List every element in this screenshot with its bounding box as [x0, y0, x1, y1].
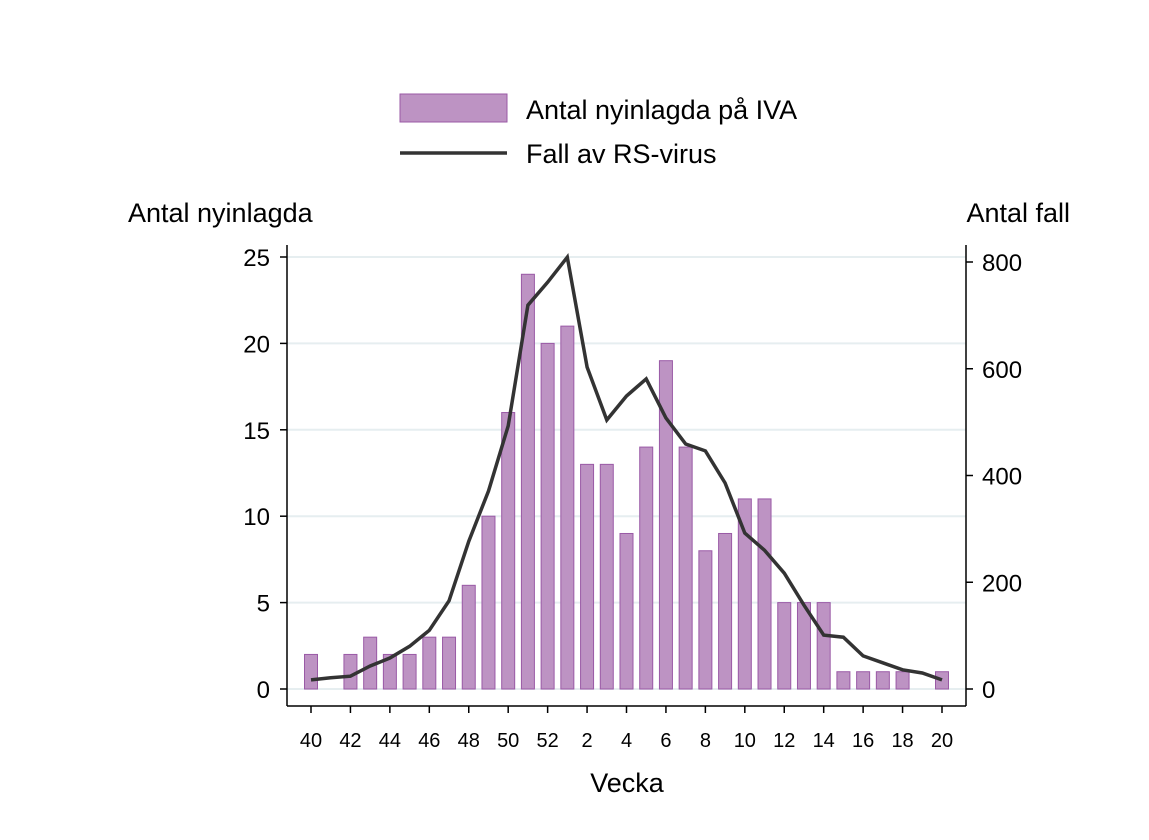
bar-17: [876, 672, 889, 689]
bar-2: [581, 464, 594, 689]
bar-8: [699, 551, 712, 689]
x-tick-label: 50: [497, 730, 519, 752]
bar-4: [620, 533, 633, 689]
y-left-tick-label: 0: [257, 677, 270, 704]
x-tick-label: 12: [773, 730, 795, 752]
x-tick-label: 10: [734, 730, 756, 752]
y-left-tick-label: 25: [243, 245, 270, 272]
y-axis-left-title: Antal nyinlagda: [128, 198, 314, 228]
bar-16: [857, 672, 870, 689]
y-left-tick-label: 15: [243, 418, 270, 445]
bar-42: [344, 654, 357, 689]
bar-46: [423, 637, 436, 689]
x-tick-label: 2: [582, 730, 593, 752]
x-tick-label: 8: [700, 730, 711, 752]
bars: [305, 274, 949, 689]
bar-3: [600, 464, 613, 689]
y-left-tick-label: 5: [257, 591, 270, 618]
x-tick-label: 52: [537, 730, 559, 752]
bar-5: [640, 447, 653, 689]
bar-13: [797, 603, 810, 689]
y-left-tick-label: 20: [243, 331, 270, 358]
x-axis-title: Vecka: [590, 768, 665, 798]
y-right-tick-label: 200: [982, 570, 1022, 597]
bar-40: [305, 654, 318, 689]
bar-50: [502, 413, 515, 689]
y-right-tick-label: 600: [982, 357, 1022, 384]
x-tick-label: 20: [931, 730, 953, 752]
x-tick-label: 14: [813, 730, 835, 752]
y-axis-right-title: Antal fall: [966, 198, 1070, 228]
bar-20: [936, 672, 949, 689]
legend-label-bar: Antal nyinlagda på IVA: [526, 95, 797, 125]
bar-45: [403, 654, 416, 689]
x-tick-label: 16: [852, 730, 874, 752]
x-tick-label: 46: [418, 730, 440, 752]
bar-9: [719, 533, 732, 689]
legend: Antal nyinlagda på IVA Fall av RS-virus: [400, 94, 797, 169]
bar-10: [738, 499, 751, 689]
bar-14: [817, 603, 830, 689]
bar-18: [896, 672, 909, 689]
bar-49: [482, 516, 495, 689]
x-tick-label: 42: [339, 730, 361, 752]
bar-7: [679, 447, 692, 689]
y-left-tick-label: 10: [243, 504, 270, 531]
x-tick-label: 48: [458, 730, 480, 752]
x-tick-label: 40: [300, 730, 322, 752]
x-tick-label: 18: [891, 730, 913, 752]
y-right-tick-label: 0: [982, 677, 995, 704]
bar-47: [443, 637, 456, 689]
x-tick-label: 44: [379, 730, 401, 752]
y-right-tick-label: 400: [982, 464, 1022, 491]
legend-swatch-bar: [400, 94, 507, 122]
bar-1: [561, 326, 574, 689]
bar-12: [778, 603, 791, 689]
x-tick-label: 4: [621, 730, 632, 752]
bar-11: [758, 499, 771, 689]
y-right-tick-label: 800: [982, 250, 1022, 277]
x-tick-label: 6: [660, 730, 671, 752]
bar-15: [837, 672, 850, 689]
bar-52: [541, 343, 554, 689]
bar-48: [462, 585, 475, 689]
legend-label-line: Fall av RS-virus: [526, 139, 717, 169]
